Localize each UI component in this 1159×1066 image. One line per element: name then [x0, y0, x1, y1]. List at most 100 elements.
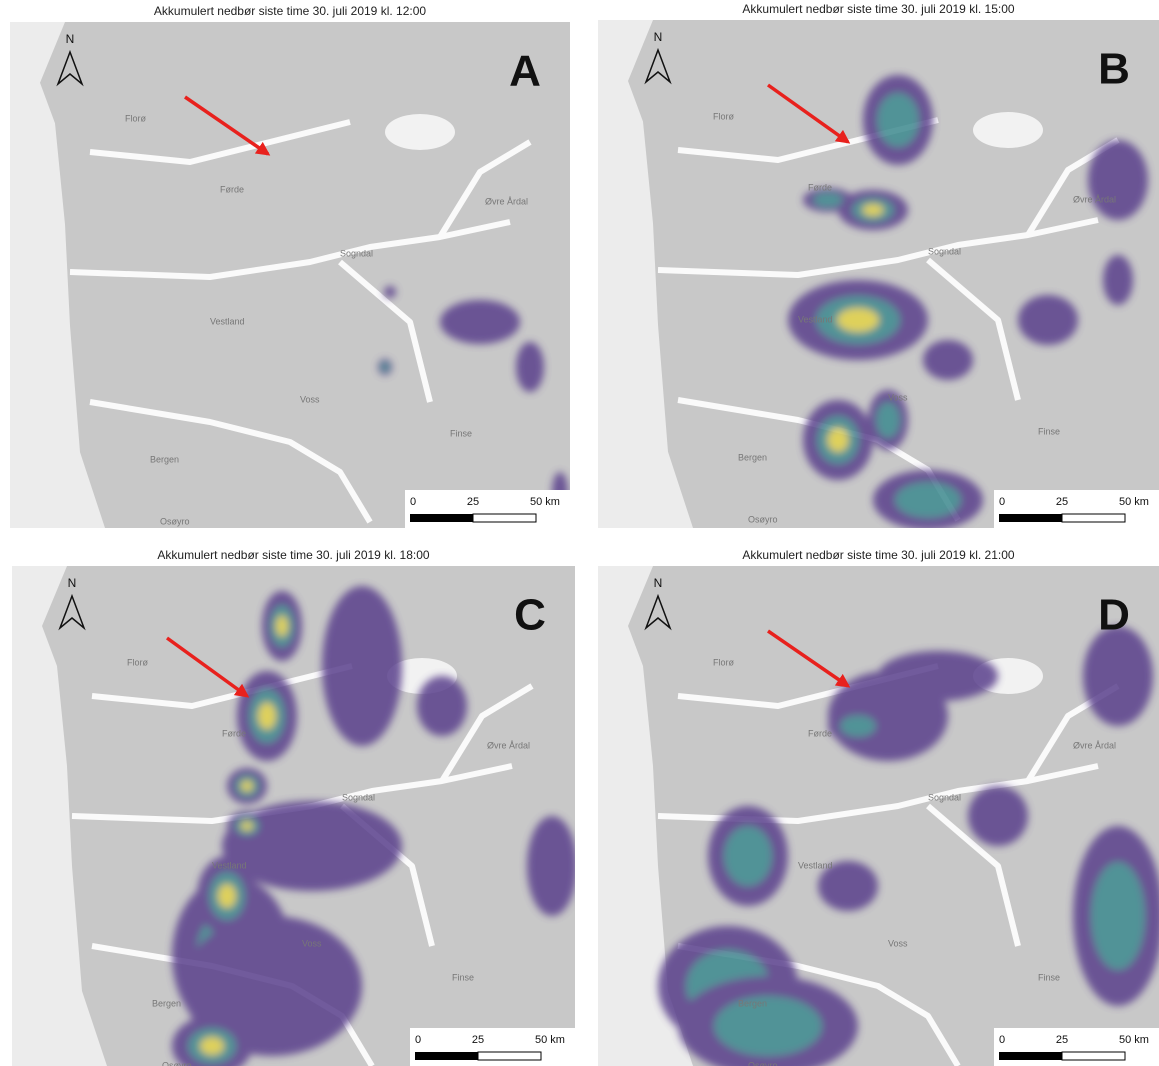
- red-arrow: [767, 629, 851, 688]
- fjord: [91, 663, 353, 709]
- place-label: Osøyro: [162, 1060, 192, 1066]
- scale-label: 0: [415, 1034, 421, 1046]
- rain-cell: [1018, 295, 1078, 345]
- place-label: Bergen: [738, 452, 767, 462]
- scale-bar-black: [410, 514, 473, 522]
- rain-core: [380, 362, 390, 372]
- scale-label: 0: [999, 496, 1005, 508]
- rain-cell: [322, 586, 402, 746]
- fjord: [657, 217, 1099, 278]
- north-label: N: [654, 30, 663, 44]
- place-label: Vestland: [798, 314, 833, 324]
- place-label: Voss: [888, 392, 908, 402]
- place-label: Øvre Årdal: [1073, 740, 1116, 750]
- north-arrow: [644, 593, 672, 631]
- place-label: Florø: [713, 657, 734, 667]
- place-label: Førde: [220, 184, 244, 194]
- place-label: Øvre Årdal: [487, 740, 530, 750]
- place-label: Finse: [450, 428, 472, 438]
- fjord: [338, 259, 433, 403]
- scale-label: 25: [1056, 496, 1068, 508]
- scale-bar-white: [1061, 513, 1126, 523]
- place-label: Sogndal: [342, 792, 375, 802]
- rain-cell: [527, 816, 575, 916]
- scale-bar-white: [1061, 1051, 1126, 1061]
- place-label: Vestland: [798, 860, 833, 870]
- red-arrow: [766, 83, 851, 144]
- place-label: Bergen: [152, 998, 181, 1008]
- place-label: Sogndal: [928, 246, 961, 256]
- rain-cell: [1083, 626, 1153, 726]
- place-label: Florø: [125, 113, 146, 123]
- fjord: [89, 119, 351, 165]
- rain-peak: [837, 308, 879, 332]
- rain-peak: [862, 204, 884, 216]
- snow: [385, 114, 455, 150]
- panel-letter: D: [1098, 591, 1130, 640]
- scale-label: 50 km: [1119, 496, 1149, 508]
- north-label: N: [68, 576, 77, 590]
- place-label: Florø: [127, 657, 148, 667]
- place-label: Voss: [300, 394, 320, 404]
- rain-cell: [878, 651, 998, 701]
- rain-core: [840, 715, 876, 737]
- scale-label: 25: [472, 1034, 484, 1046]
- north-arrow: [58, 593, 86, 631]
- land: [40, 22, 570, 528]
- panel-title: Akkumulert nedbør siste time 30. juli 20…: [154, 4, 426, 18]
- place-label: Osøyro: [748, 514, 778, 524]
- scale-label: 25: [1056, 1034, 1068, 1046]
- map-panel: Florø Førde Sogndal Øvre Årdal Vestland Voss F…: [12, 566, 575, 1066]
- rain-cell: [1088, 140, 1148, 220]
- rain-peak: [241, 821, 253, 831]
- fjord: [437, 139, 532, 239]
- rain-cell: [222, 801, 402, 891]
- scale-label: 50 km: [530, 496, 560, 508]
- north-label: N: [654, 576, 663, 590]
- fjord: [439, 683, 534, 783]
- scale-label: 25: [467, 496, 479, 508]
- place-label: Voss: [888, 938, 908, 948]
- map-panel: Florø Førde Sogndal Øvre Årdal Vestland Voss F…: [10, 22, 570, 528]
- scale-bar-white: [477, 1051, 542, 1061]
- fjord: [926, 803, 1021, 947]
- rain-cell: [440, 300, 520, 344]
- scale-label: 50 km: [535, 1034, 565, 1046]
- place-label: Finse: [1038, 972, 1060, 982]
- rain-peak: [258, 702, 276, 730]
- north-arrow: [56, 49, 84, 87]
- precipitation: [788, 75, 1148, 528]
- place-label: Vestland: [210, 316, 245, 326]
- place-label: Øvre Årdal: [485, 196, 528, 206]
- map-panel: Florø Førde Sogndal Øvre Årdal Vestland Voss F…: [598, 20, 1159, 528]
- place-label: Finse: [452, 972, 474, 982]
- panel-title: Akkumulert nedbør siste time 30. juli 20…: [157, 548, 429, 562]
- panel-letter: B: [1098, 45, 1130, 94]
- place-label: Bergen: [738, 998, 767, 1008]
- rain-peak: [218, 884, 236, 908]
- rain-core: [714, 996, 822, 1056]
- place-label: Førde: [222, 728, 246, 738]
- panel-letter: C: [514, 591, 546, 640]
- place-label: Øvre Årdal: [1073, 194, 1116, 204]
- rain-core: [876, 402, 900, 438]
- rain-peak: [241, 780, 253, 792]
- red-arrow: [165, 636, 250, 698]
- place-label: Voss: [302, 938, 322, 948]
- fjord: [71, 763, 513, 824]
- scale-bar-black: [415, 1052, 478, 1060]
- rain-cell: [968, 786, 1028, 846]
- map-panel: Florø Førde Sogndal Øvre Årdal Vestland Voss F…: [598, 566, 1159, 1066]
- place-label: Førde: [808, 728, 832, 738]
- land: [628, 20, 1159, 528]
- rain-peak: [276, 615, 288, 637]
- rain-core: [813, 192, 843, 208]
- red-arrow: [184, 95, 271, 156]
- place-label: Sogndal: [340, 248, 373, 258]
- panel-letter: A: [509, 47, 541, 96]
- place-label: Bergen: [150, 454, 179, 464]
- place-label: Osøyro: [748, 1060, 778, 1066]
- place-label: Finse: [1038, 426, 1060, 436]
- place-label: Florø: [713, 111, 734, 121]
